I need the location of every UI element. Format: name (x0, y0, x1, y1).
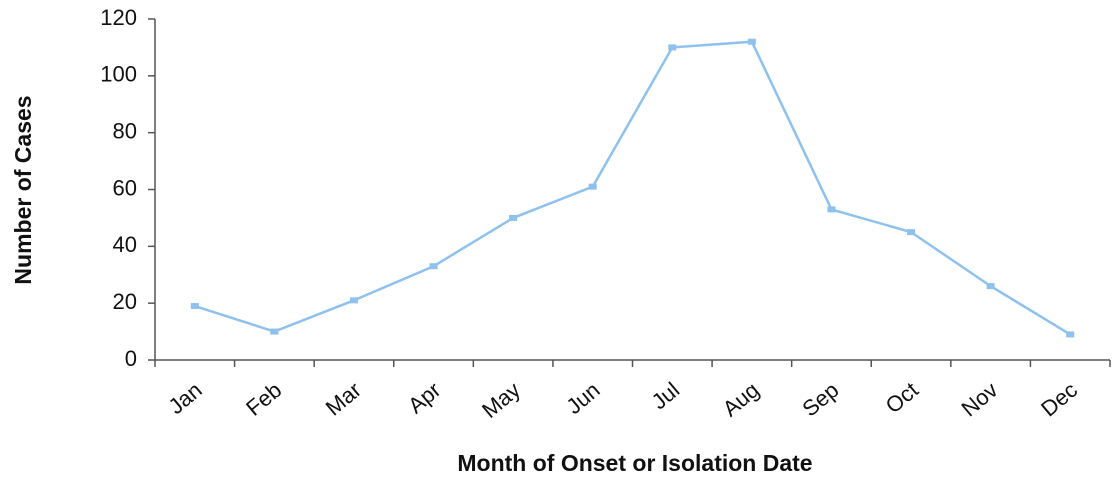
x-tick-label: Oct (881, 377, 923, 418)
x-tick-label: Jan (163, 377, 206, 419)
x-tick-label: Jul (647, 377, 685, 414)
y-axis-label: Number of Cases (10, 95, 36, 284)
marker (668, 44, 677, 51)
x-tick-label: May (477, 377, 525, 423)
marker (747, 38, 756, 45)
y-tick-label: 80 (113, 118, 137, 143)
y-tick-label: 60 (113, 175, 137, 200)
marker (986, 283, 995, 290)
x-tick-label: Aug (718, 377, 764, 421)
x-axis-label: Month of Onset or Isolation Date (457, 450, 812, 476)
x-tick-label: Mar (321, 377, 366, 421)
marker (349, 297, 358, 304)
y-tick-label: 40 (113, 232, 137, 257)
marker (827, 206, 836, 213)
marker (270, 328, 279, 335)
y-tick-label: 100 (100, 62, 137, 87)
x-tick-label: Nov (957, 377, 1003, 421)
x-tick-label: Feb (241, 377, 286, 421)
x-tick-label: Jun (561, 377, 604, 419)
marker (588, 183, 597, 190)
line (194, 40, 1071, 336)
y-tick-label: 20 (113, 289, 137, 314)
marker (429, 263, 438, 270)
y-tick-label: 0 (125, 346, 137, 371)
marker (190, 303, 199, 310)
marker (1066, 331, 1075, 338)
marker (907, 229, 916, 236)
marker (509, 214, 518, 221)
y-tick-label: 120 (100, 5, 137, 30)
x-tick-label: Dec (1036, 377, 1082, 421)
x-tick-label: Apr (403, 377, 445, 418)
x-tick-label: Sep (797, 377, 843, 421)
